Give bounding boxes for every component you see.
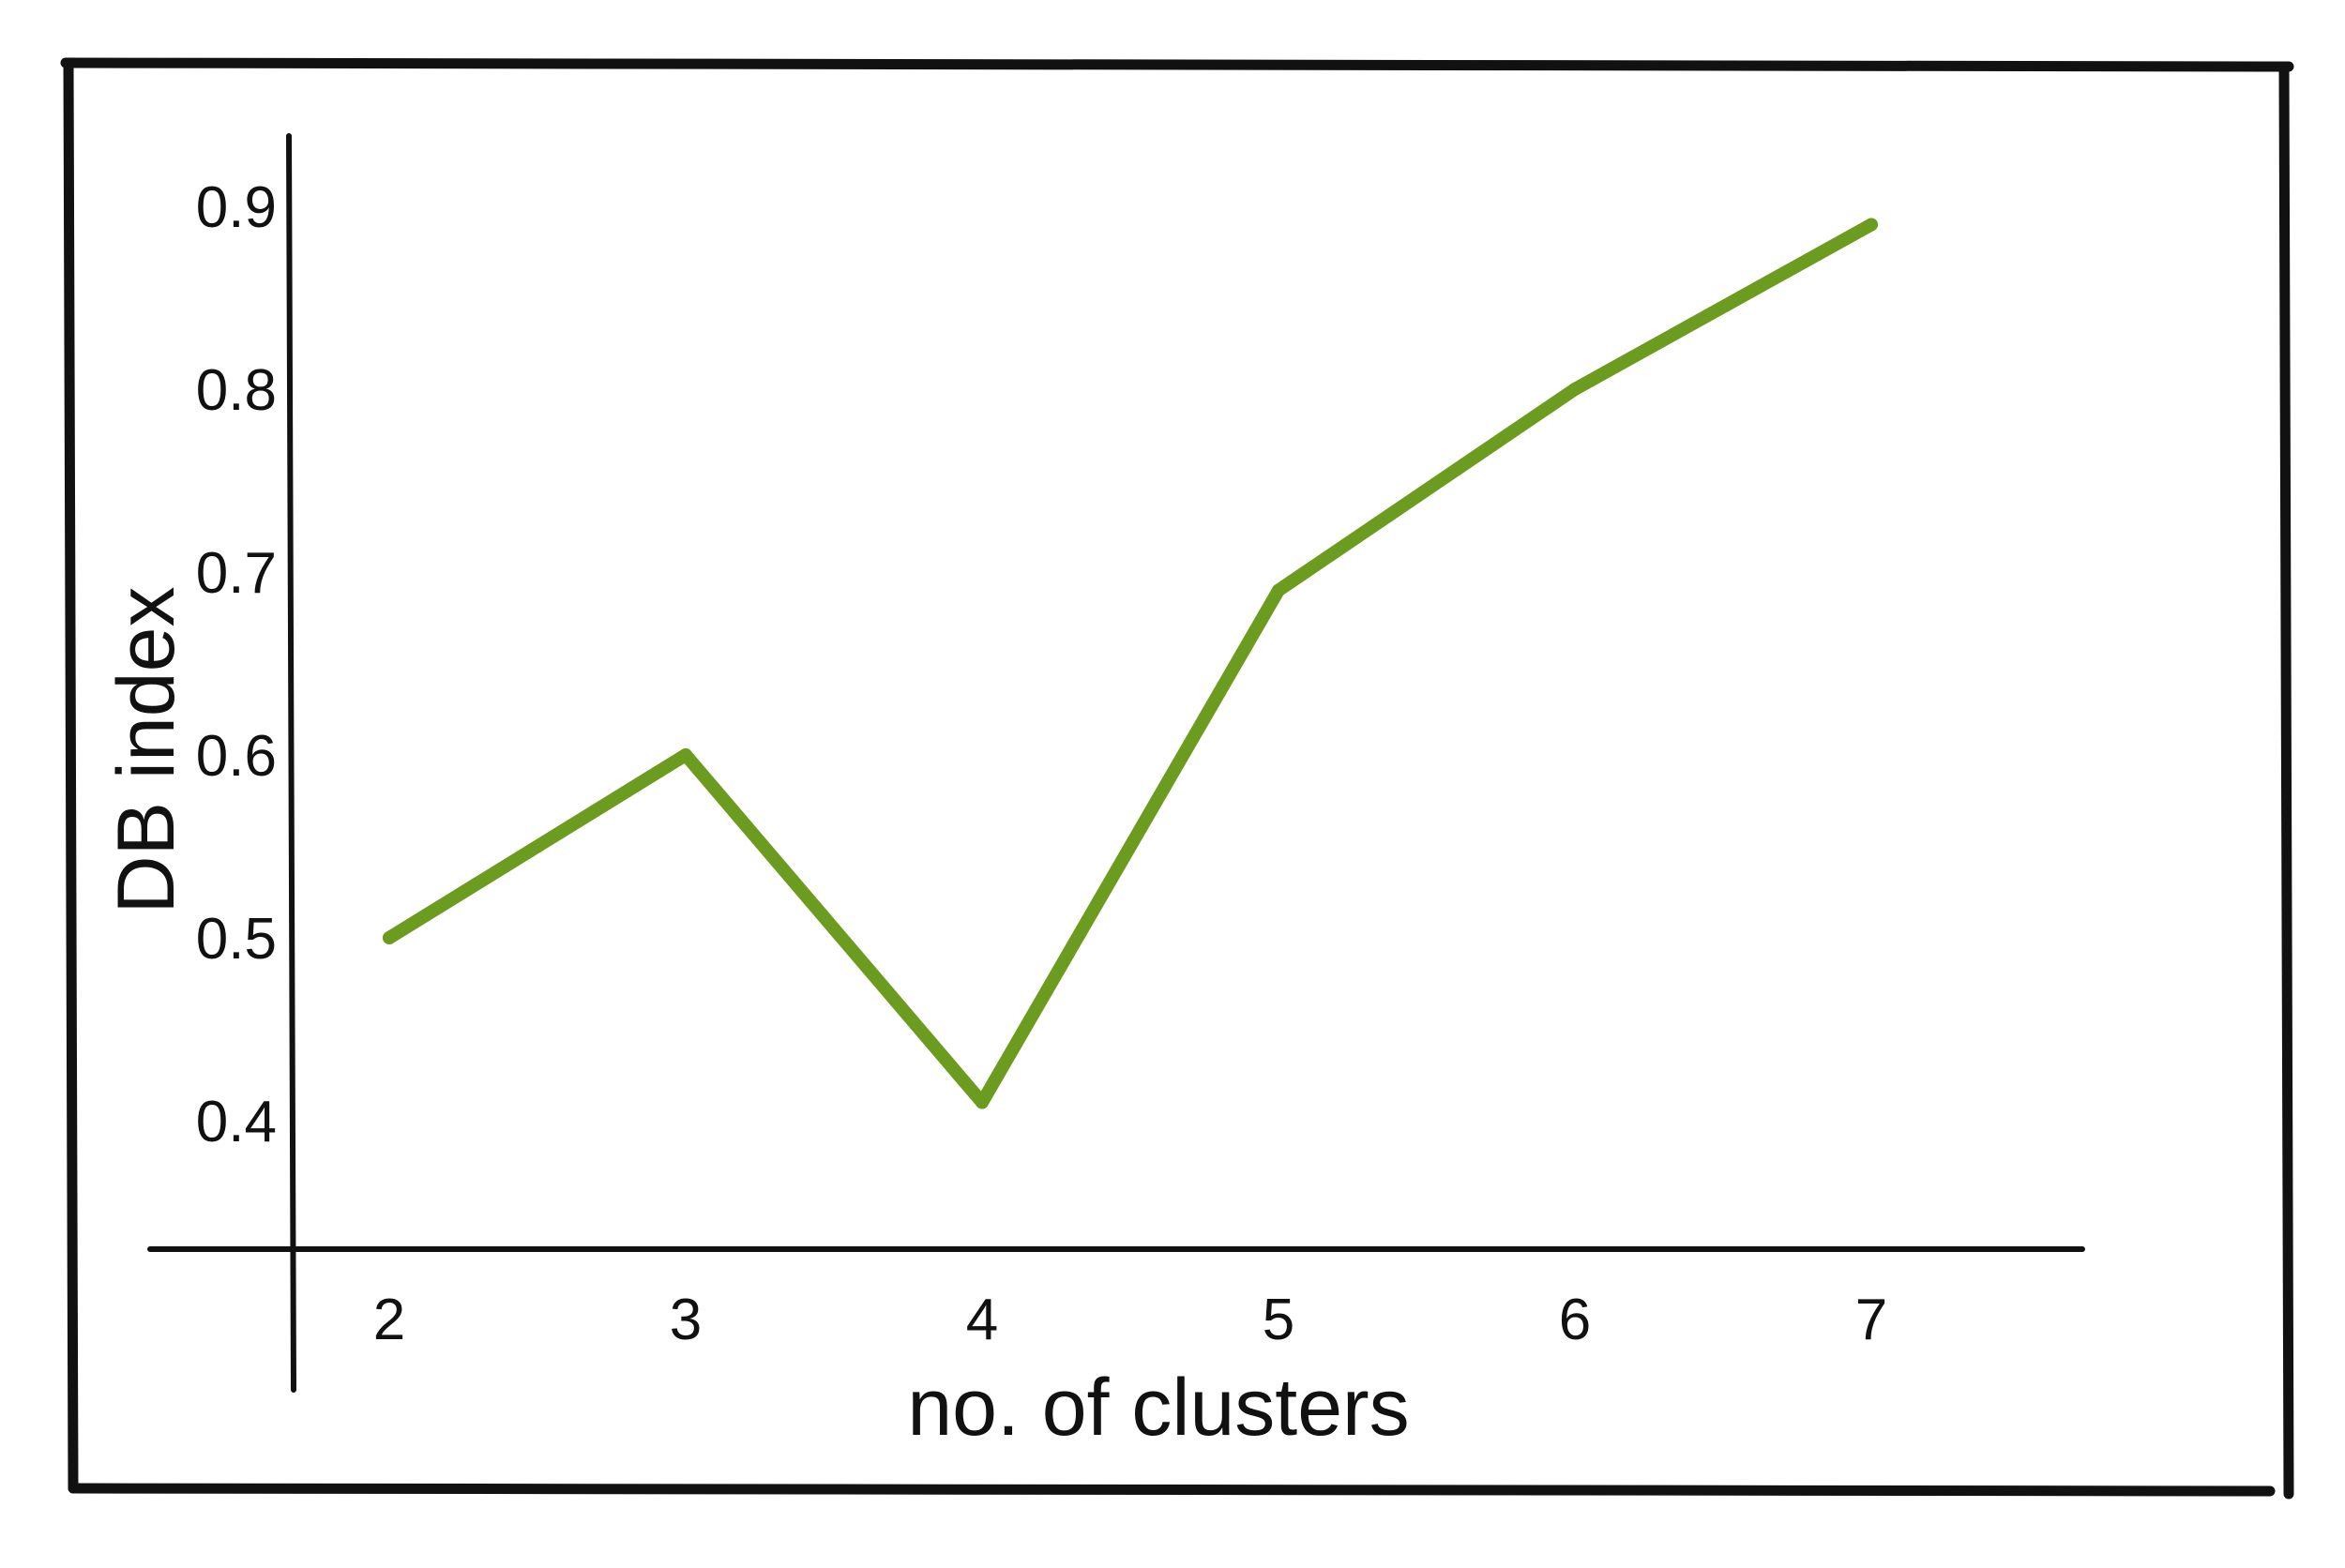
data-point xyxy=(1568,383,1581,396)
data-point xyxy=(1865,218,1878,232)
chart-frame xyxy=(60,57,2294,1500)
y-tick-label: 0.6 xyxy=(196,724,277,789)
x-tick-label: 2 xyxy=(373,1288,405,1352)
data-point xyxy=(383,931,396,944)
x-tick-label: 7 xyxy=(1855,1288,1887,1352)
y-tick-labels: 0.4 0.5 0.6 0.7 0.8 0.9 xyxy=(196,175,277,1154)
frame-top xyxy=(60,57,2294,72)
x-tick-label: 4 xyxy=(966,1288,998,1352)
x-axis-title: no. of clusters xyxy=(907,1363,1409,1453)
data-point xyxy=(679,748,692,761)
x-tick-label: 3 xyxy=(670,1288,702,1352)
y-tick-label: 0.9 xyxy=(196,175,277,240)
series-group xyxy=(383,218,1878,1109)
y-tick-label: 0.4 xyxy=(196,1090,277,1154)
series-line xyxy=(383,218,1878,1109)
y-tick-label: 0.7 xyxy=(196,541,277,606)
frame-right xyxy=(2278,63,2294,1500)
y-axis-title: DB index xyxy=(101,587,191,914)
x-tick-labels: 2 3 4 5 6 7 xyxy=(373,1288,1887,1352)
data-point xyxy=(976,1095,989,1109)
axes xyxy=(147,133,2085,1393)
frame-bottom xyxy=(68,1483,2276,1497)
y-tick-label: 0.5 xyxy=(196,907,277,972)
y-tick-label: 0.8 xyxy=(196,358,277,423)
x-tick-label: 6 xyxy=(1559,1288,1591,1352)
data-point xyxy=(1272,583,1285,597)
x-tick-label: 5 xyxy=(1263,1288,1294,1352)
y-axis-line xyxy=(286,133,296,1393)
frame-left xyxy=(63,57,79,1494)
